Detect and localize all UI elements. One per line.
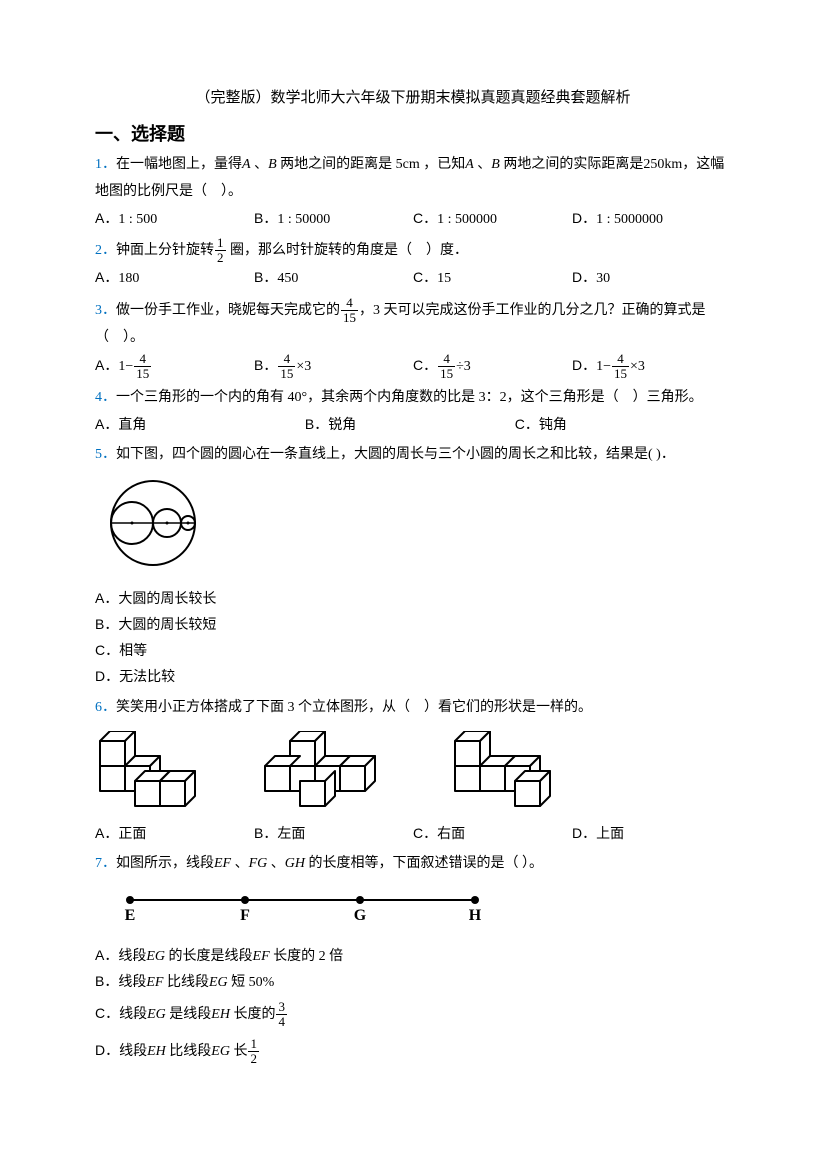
- svg-text:G: G: [354, 907, 367, 924]
- q6-number: 6．: [95, 700, 116, 715]
- q3-option-c[interactable]: C．415÷3: [413, 352, 572, 382]
- q1-text-1: 在一幅地图上，量得: [116, 157, 242, 172]
- q5-figure: [105, 477, 731, 578]
- question-4: 4．一个三角形的一个内的角有 40°，其余两个内角度数的比是 3：2，这个三角形…: [95, 385, 731, 438]
- q7-option-c[interactable]: C．线段EG 是线段EH 长度的34: [95, 1000, 731, 1030]
- q5-option-b[interactable]: B．大圆的周长较短: [95, 612, 731, 638]
- q7-figure: E F G H: [115, 888, 731, 933]
- q7-number: 7．: [95, 856, 116, 871]
- q1-text-2: 两地之间的距离是 5cm ，已知: [277, 157, 466, 172]
- q3-fraction: 415: [341, 296, 358, 326]
- question-3: 3．做一份手工作业，晓妮每天完成它的415，3 天可以完成这份手工作业的几分之几…: [95, 296, 731, 382]
- question-6: 6．笑笑用小正方体搭成了下面 3 个立体图形，从（ ）看它们的形状是一样的。: [95, 695, 731, 848]
- svg-text:F: F: [240, 907, 250, 924]
- q1-option-d[interactable]: D．1 : 5000000: [572, 206, 731, 232]
- q3-option-b[interactable]: B．415×3: [254, 352, 413, 382]
- question-1: 1．在一幅地图上，量得A 、B 两地之间的距离是 5cm ，已知A 、B 两地之…: [95, 152, 731, 231]
- question-7: 7．如图所示，线段EF 、FG 、GH 的长度相等，下面叙述错误的是（ ）。 E…: [95, 851, 731, 1070]
- q6-option-d[interactable]: D．上面: [572, 821, 731, 847]
- q4-option-a[interactable]: A．直角: [95, 412, 305, 438]
- q5-number: 5．: [95, 447, 116, 462]
- q1-b2: B: [491, 157, 500, 172]
- q4-option-b[interactable]: B．锐角: [305, 412, 515, 438]
- q2-fraction: 12: [215, 236, 226, 266]
- q6-figure: [95, 731, 731, 811]
- q6-text: 笑笑用小正方体搭成了下面 3 个立体图形，从（ ）看它们的形状是一样的。: [116, 700, 592, 715]
- q5-option-c[interactable]: C．相等: [95, 638, 731, 664]
- q2-number: 2．: [95, 243, 116, 258]
- q6-option-b[interactable]: B．左面: [254, 821, 413, 847]
- q7-option-b[interactable]: B．线段EF 比线段EG 短 50%: [95, 969, 731, 995]
- q1-a2: A: [465, 157, 474, 172]
- q1-option-b[interactable]: B．1 : 50000: [254, 206, 413, 232]
- q2-option-d[interactable]: D．30: [572, 265, 731, 291]
- q2-option-c[interactable]: C．15: [413, 265, 572, 291]
- q1-sep2: 、: [474, 157, 492, 172]
- q7-fg: FG: [249, 856, 268, 871]
- q5-option-d[interactable]: D．无法比较: [95, 664, 731, 690]
- q6-option-c[interactable]: C．右面: [413, 821, 572, 847]
- q6-option-a[interactable]: A．正面: [95, 821, 254, 847]
- q3-text-1: 做一份手工作业，晓妮每天完成它的: [116, 303, 340, 318]
- q4-text: 一个三角形的一个内的角有 40°，其余两个内角度数的比是 3：2，这个三角形是（…: [116, 390, 703, 405]
- q2-option-a[interactable]: A．180: [95, 265, 254, 291]
- q7-option-d[interactable]: D．线段EH 比线段EG 长12: [95, 1037, 731, 1067]
- svg-text:E: E: [125, 907, 136, 924]
- section-title: 一、选择题: [95, 118, 731, 150]
- svg-text:H: H: [469, 907, 482, 924]
- q3-number: 3．: [95, 303, 116, 318]
- q3-option-a[interactable]: A．1−415: [95, 352, 254, 382]
- doc-title: （完整版）数学北师大六年级下册期末模拟真题真题经典套题解析: [95, 85, 731, 112]
- q2-text-1: 钟面上分针旋转: [116, 243, 214, 258]
- question-2: 2．钟面上分针旋转12 圈，那么时针旋转的角度是（ ）度． A．180 B．45…: [95, 236, 731, 292]
- q4-option-c[interactable]: C．钝角: [515, 412, 725, 438]
- q1-option-c[interactable]: C．1 : 500000: [413, 206, 572, 232]
- q7-ef: EF: [214, 856, 231, 871]
- q1-option-a[interactable]: A．1 : 500: [95, 206, 254, 232]
- q2-option-b[interactable]: B．450: [254, 265, 413, 291]
- q7-text-2: 的长度相等，下面叙述错误的是（ ）。: [305, 856, 543, 871]
- q1-sep1: 、: [251, 157, 269, 172]
- q7-option-a[interactable]: A．线段EG 的长度是线段EF 长度的 2 倍: [95, 943, 731, 969]
- q2-text-2: 圈，那么时针旋转的角度是（ ）度．: [227, 243, 469, 258]
- q1-a1: A: [242, 157, 251, 172]
- q5-text: 如下图，四个圆的圆心在一条直线上，大圆的周长与三个小圆的周长之和比较，结果是( …: [116, 447, 675, 462]
- q3-option-d[interactable]: D．1−415×3: [572, 352, 731, 382]
- q4-number: 4．: [95, 390, 116, 405]
- q7-text-1: 如图所示，线段: [116, 856, 214, 871]
- q5-option-a[interactable]: A．大圆的周长较长: [95, 586, 731, 612]
- q1-number: 1．: [95, 157, 116, 172]
- q1-b1: B: [268, 157, 277, 172]
- question-5: 5．如下图，四个圆的圆心在一条直线上，大圆的周长与三个小圆的周长之和比较，结果是…: [95, 442, 731, 691]
- q7-gh: GH: [285, 856, 305, 871]
